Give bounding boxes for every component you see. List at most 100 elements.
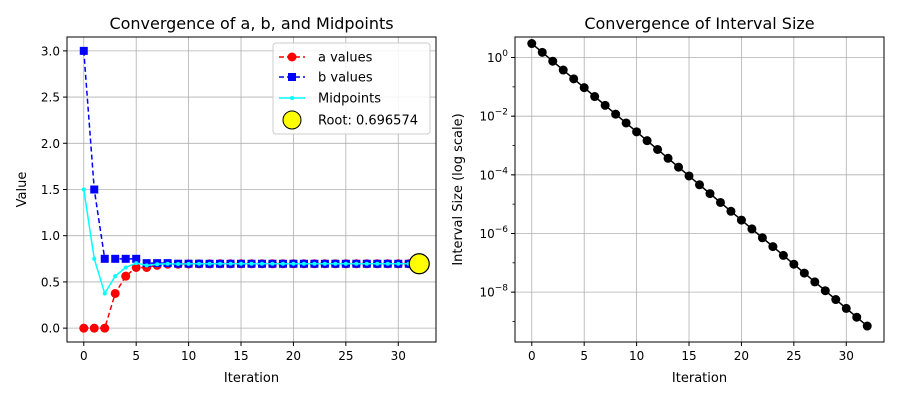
data-point xyxy=(396,261,401,266)
data-point xyxy=(218,261,223,266)
legend-label-mid: Midpoints xyxy=(318,92,381,107)
data-point xyxy=(726,206,736,216)
y-axis-label: Value xyxy=(15,172,30,208)
data-point xyxy=(121,254,130,263)
data-point xyxy=(90,185,99,194)
data-point xyxy=(155,262,160,267)
x-tick-label: 0 xyxy=(80,349,88,363)
data-point xyxy=(537,47,547,57)
root-marker xyxy=(408,253,430,275)
data-point xyxy=(100,323,110,333)
data-point xyxy=(259,261,264,266)
data-point xyxy=(558,65,568,75)
data-point xyxy=(569,74,579,84)
data-point xyxy=(197,261,202,266)
data-point xyxy=(92,256,97,261)
data-point xyxy=(653,144,663,154)
data-point xyxy=(79,46,88,55)
data-point xyxy=(121,271,131,281)
data-point xyxy=(176,261,181,266)
x-tick-label: 10 xyxy=(629,349,644,363)
data-point xyxy=(113,274,118,279)
data-point xyxy=(632,127,642,137)
data-point xyxy=(228,261,233,266)
data-point xyxy=(590,92,600,102)
data-point xyxy=(249,261,254,266)
data-point xyxy=(280,261,285,266)
x-tick-label: 20 xyxy=(286,349,301,363)
data-point xyxy=(375,261,380,266)
legend-entry-root: Root: 0.696574 xyxy=(282,110,418,130)
y-tick-label: 2.0 xyxy=(41,137,60,151)
data-point xyxy=(831,295,841,305)
legend-marker-mid xyxy=(290,96,294,100)
data-point xyxy=(385,261,390,266)
data-point xyxy=(527,39,537,49)
data-point xyxy=(111,254,120,263)
x-tick-label: 5 xyxy=(132,349,140,363)
data-point xyxy=(123,265,128,270)
y-axis-label: Interval Size (log scale) xyxy=(451,113,466,265)
x-axis-label: Iteration xyxy=(224,371,279,386)
data-point xyxy=(674,162,684,172)
data-point xyxy=(820,286,830,296)
data-point xyxy=(684,171,694,181)
x-tick-label: 5 xyxy=(580,349,588,363)
data-point xyxy=(301,261,306,266)
y-tick-label: 1.5 xyxy=(41,183,60,197)
data-point xyxy=(142,259,151,268)
data-point xyxy=(810,277,820,287)
data-point xyxy=(841,303,851,313)
data-point xyxy=(239,261,244,266)
data-point xyxy=(852,312,862,322)
data-point xyxy=(165,261,170,266)
data-point xyxy=(207,261,212,266)
legend-entry-a-values: a values xyxy=(279,51,373,66)
y-tick-label: 2.5 xyxy=(41,91,60,105)
data-point xyxy=(364,261,369,266)
y-tick-label: 0.0 xyxy=(41,322,60,336)
legend-marker-b xyxy=(288,73,296,81)
data-point xyxy=(144,263,149,268)
legend-label-root: Root: 0.696574 xyxy=(318,114,418,129)
data-point xyxy=(333,261,338,266)
x-tick-label: 25 xyxy=(338,349,353,363)
data-point xyxy=(186,261,191,266)
data-point xyxy=(695,180,704,190)
x-axis-label: Iteration xyxy=(672,371,727,386)
data-point xyxy=(134,261,139,266)
data-point xyxy=(789,259,799,269)
chart-convergence-values: Convergence of a, b, and Midpoints 0 5 10 1… xyxy=(15,14,437,386)
data-point xyxy=(757,233,767,243)
x-tick-label: 20 xyxy=(734,349,749,363)
data-point xyxy=(100,254,109,263)
grid xyxy=(67,37,436,342)
x-tick-label: 15 xyxy=(233,349,248,363)
data-point xyxy=(621,118,631,128)
x-tick-label: 0 xyxy=(528,349,536,363)
data-point xyxy=(343,261,348,266)
data-point xyxy=(736,215,746,225)
data-point xyxy=(768,242,778,252)
legend-entry-midpoints: Midpoints xyxy=(279,92,381,107)
data-point xyxy=(862,321,872,331)
y-axis-ticks: 0.0 0.5 1.0 1.5 2.0 2.5 3.0 xyxy=(41,44,67,336)
data-point xyxy=(312,261,317,266)
data-point xyxy=(747,224,757,234)
legend-marker-root xyxy=(282,110,302,130)
y-tick-label: 0.5 xyxy=(41,275,60,289)
data-point xyxy=(778,250,788,260)
x-tick-label: 30 xyxy=(839,349,854,363)
data-point xyxy=(102,291,107,296)
plot-frame xyxy=(514,36,885,343)
data-point xyxy=(705,189,715,199)
legend-label-a: a values xyxy=(318,51,373,66)
x-tick-label: 25 xyxy=(786,349,801,363)
chart-title: Convergence of Interval Size xyxy=(584,14,814,33)
data-point xyxy=(79,323,89,333)
legend: a values b values Midpoints Root: 0.6965… xyxy=(272,42,431,135)
x-tick-label: 15 xyxy=(681,349,696,363)
chart-title: Convergence of a, b, and Midpoints xyxy=(109,14,393,33)
legend-box xyxy=(272,42,431,135)
